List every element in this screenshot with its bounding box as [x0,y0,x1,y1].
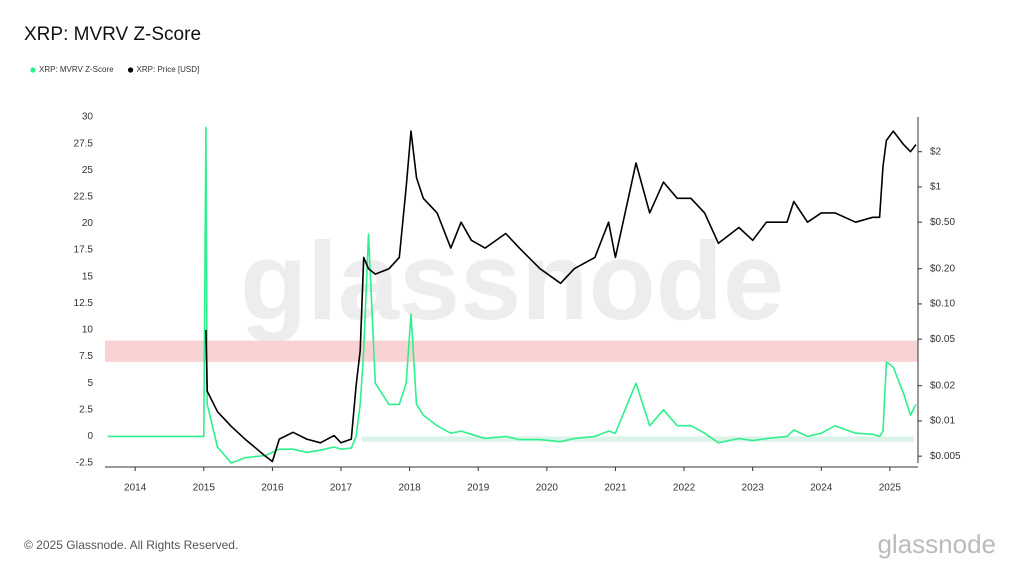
y2-tick-label: $0.05 [930,334,955,345]
x-tick-label: 2020 [536,483,559,494]
y-tick-label: 0 [87,431,93,442]
y-tick-label: 2.5 [79,404,93,415]
y-tick-label: 7.5 [79,351,93,362]
x-tick-label: 2019 [467,483,490,494]
y-tick-label: 30 [82,112,94,123]
y2-tick-label: $0.20 [930,263,955,274]
y-tick-label: 15 [82,271,94,282]
x-tick-label: 2024 [810,483,833,494]
series-line [107,126,917,464]
threshold-band [105,340,918,362]
y2-tick-label: $0.10 [930,299,955,310]
y-tick-label: 17.5 [74,245,94,256]
y2-tick-label: $0.50 [930,217,955,228]
y-tick-label: 12.5 [74,298,94,309]
legend-marker [30,67,36,73]
x-tick-label: 2014 [124,483,147,494]
x-tick-label: 2017 [330,483,353,494]
y-tick-label: 27.5 [74,138,94,149]
y-tick-label: 22.5 [74,191,94,202]
threshold-band [361,436,914,442]
x-tick-label: 2023 [742,483,765,494]
x-tick-label: 2018 [398,483,421,494]
y-tick-label: -2.5 [76,458,94,469]
x-tick-label: 2025 [879,483,902,494]
y-tick-label: 5 [87,378,93,389]
brand-logo: glassnode [877,529,996,559]
watermark: glassnode [240,220,784,343]
legend-label: XRP: Price [USD] [137,65,200,74]
y-tick-label: 20 [82,218,94,229]
y2-tick-label: $1 [930,182,942,193]
y2-tick-label: $0.02 [930,380,955,391]
y-tick-label: 10 [82,325,94,336]
y-tick-label: 25 [82,165,94,176]
y2-tick-label: $0.005 [930,451,961,462]
x-tick-label: 2021 [604,483,627,494]
legend-label: XRP: MVRV Z-Score [39,65,114,74]
x-tick-label: 2022 [673,483,696,494]
series-line [205,130,917,463]
x-tick-label: 2016 [261,483,284,494]
y2-tick-label: $2 [930,146,942,157]
legend-marker [127,67,134,73]
x-tick-label: 2015 [193,483,216,494]
chart-title: XRP: MVRV Z-Score [24,24,201,45]
footer: © 2025 Glassnode. All Rights Reserved. [24,538,238,552]
y2-tick-label: $0.01 [930,416,955,427]
